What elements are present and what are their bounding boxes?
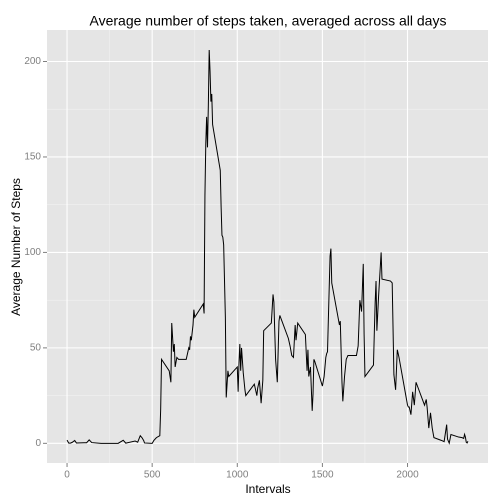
- x-axis-title: Intervals: [245, 482, 290, 496]
- data-line: [66, 50, 469, 445]
- y-tick-label: 150: [24, 152, 41, 163]
- x-tick-label: 0: [64, 470, 70, 481]
- y-tick-label: 50: [30, 343, 42, 354]
- x-tick-label: 2000: [396, 470, 419, 481]
- y-axis-title: Average Number of Steps: [9, 178, 23, 316]
- x-tick-label: 1500: [311, 470, 334, 481]
- panel: [47, 30, 488, 463]
- chart-title: Average number of steps taken, averaged …: [90, 13, 447, 29]
- x-tick-label: 500: [144, 470, 161, 481]
- x-tick-label: 1000: [226, 470, 249, 481]
- y-tick-label: 0: [35, 438, 41, 449]
- y-tick-label: 100: [24, 247, 41, 258]
- y-tick-label: 200: [24, 56, 41, 67]
